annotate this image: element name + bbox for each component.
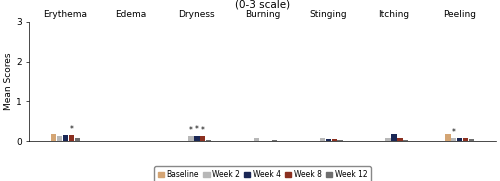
Bar (392, 134, 396, 141)
Bar (320, 138, 325, 141)
Bar (445, 134, 450, 141)
Bar (403, 140, 408, 141)
Bar (200, 136, 205, 141)
Text: *: * (201, 126, 204, 135)
Bar (326, 139, 331, 141)
Bar (463, 138, 468, 141)
Bar (51, 134, 57, 141)
Bar (57, 136, 62, 141)
Bar (272, 140, 277, 141)
Bar (254, 138, 260, 141)
Bar (469, 139, 474, 141)
Legend: Baseline, Week 2, Week 4, Week 8, Week 12: Baseline, Week 2, Week 4, Week 8, Week 1… (154, 166, 371, 181)
Bar (206, 140, 212, 141)
Bar (457, 138, 462, 141)
Bar (194, 136, 200, 141)
Text: *: * (70, 125, 73, 134)
Bar (451, 138, 456, 141)
Text: *: * (189, 126, 193, 135)
Bar (68, 135, 74, 141)
Text: *: * (195, 125, 199, 134)
Bar (74, 138, 80, 141)
Title: Tolerability Assessments
(0-3 scale): Tolerability Assessments (0-3 scale) (198, 0, 327, 10)
Bar (63, 135, 68, 141)
Bar (338, 140, 343, 141)
Bar (386, 138, 390, 141)
Y-axis label: Mean Scores: Mean Scores (4, 53, 13, 110)
Bar (332, 139, 337, 141)
Bar (188, 136, 194, 141)
Bar (397, 138, 402, 141)
Text: *: * (452, 128, 456, 137)
